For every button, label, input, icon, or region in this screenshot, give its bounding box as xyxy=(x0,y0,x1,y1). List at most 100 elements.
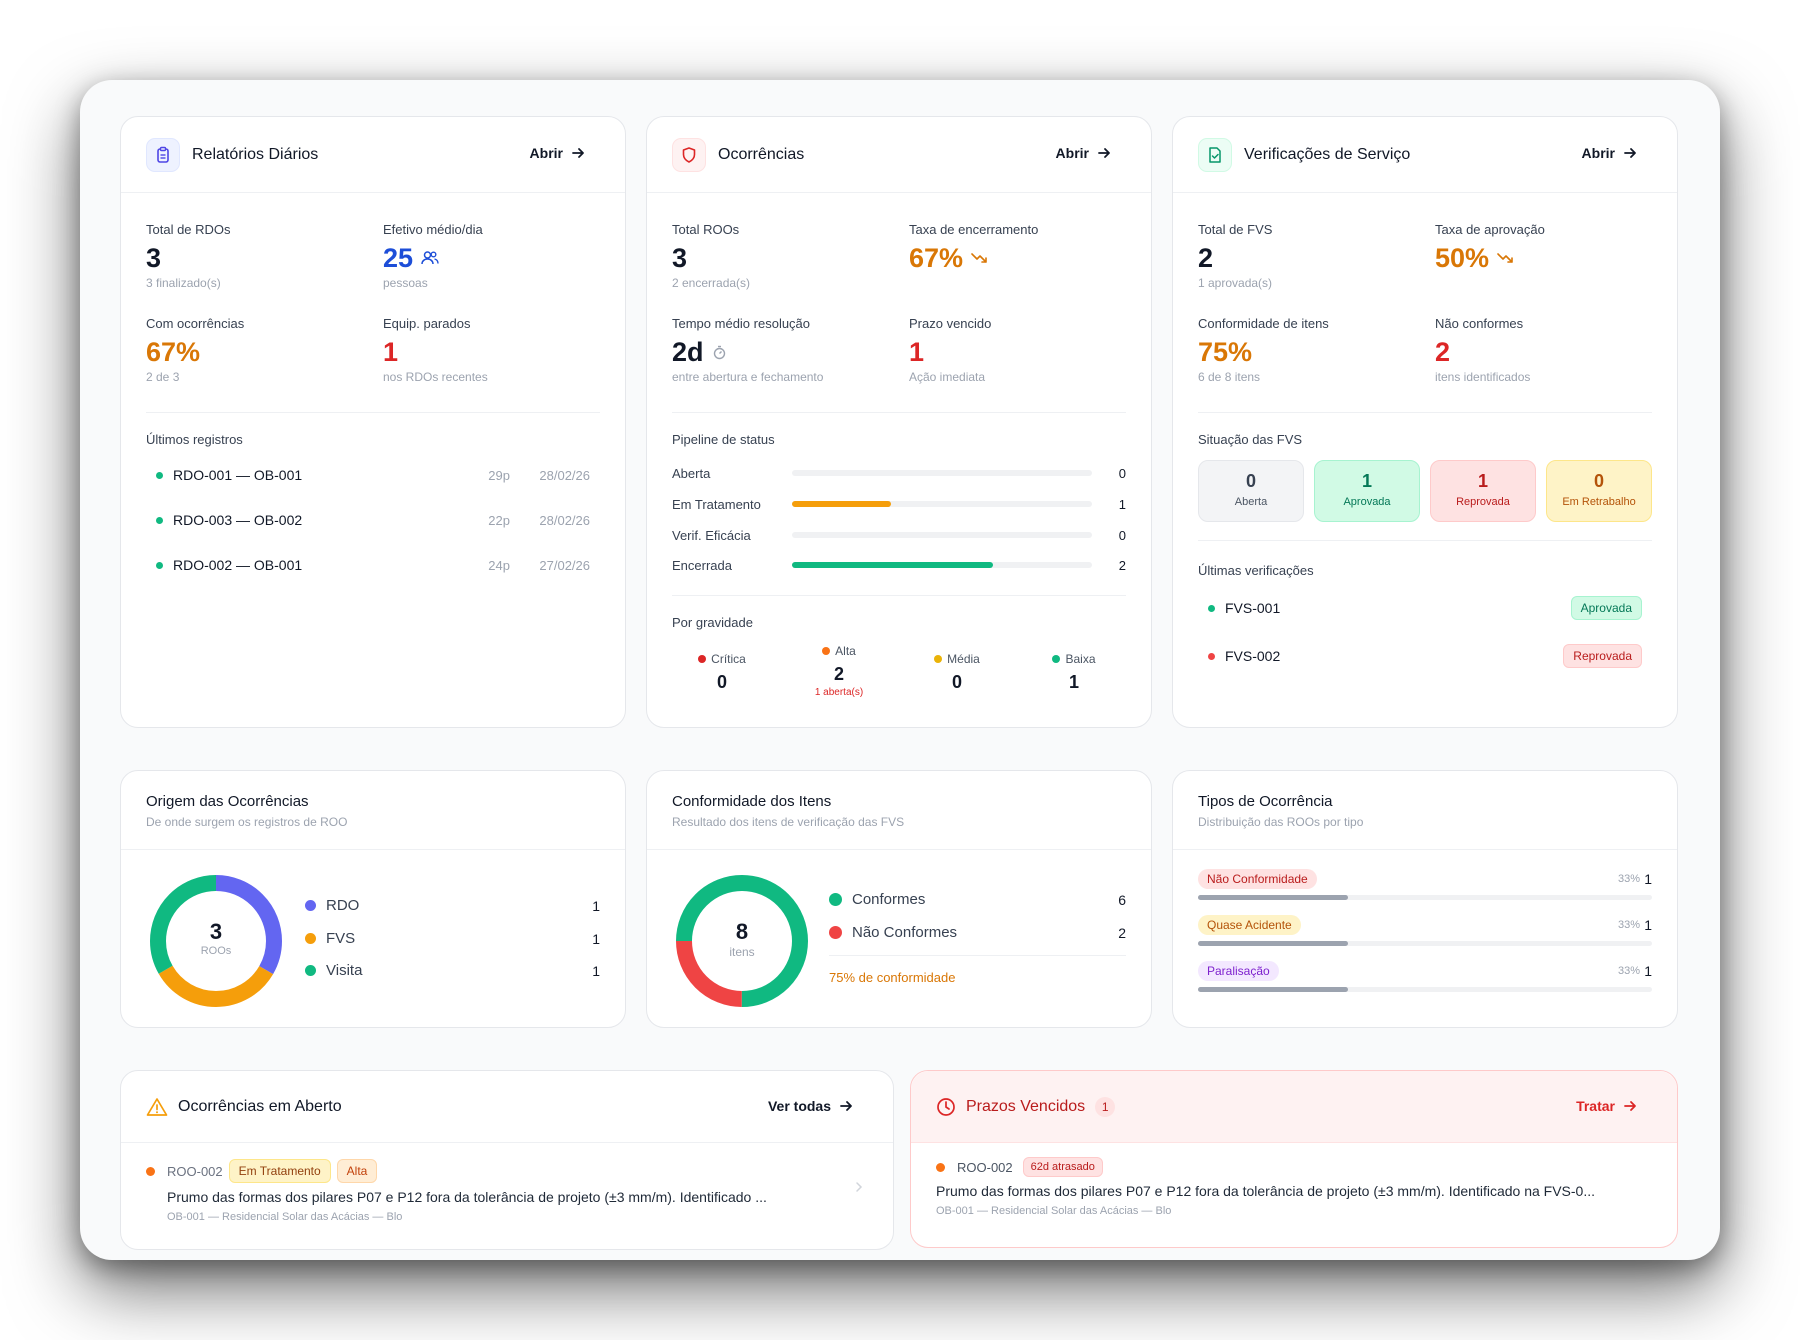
vencidos-item[interactable]: ROO-002 62d atrasado Prumo das formas do… xyxy=(936,1157,1652,1237)
roo-open-link[interactable]: Abrir xyxy=(1056,145,1111,161)
pipeline-row: Em Tratamento 1 xyxy=(672,494,1126,514)
legend-dot xyxy=(305,900,316,911)
origem-donut: 3 ROOs xyxy=(146,871,286,1011)
rdo-recent-item[interactable]: RDO-003 — OB-002 22p 28/02/26 xyxy=(156,512,590,528)
status-dot xyxy=(146,1166,155,1176)
fvs-recent-item[interactable]: FVS-001 Aprovada xyxy=(1208,596,1642,620)
rdo-efetivo-sub: pessoas xyxy=(383,276,428,290)
roo-prazo-label: Prazo vencido xyxy=(909,316,992,331)
status-dot xyxy=(1208,604,1215,612)
tipo-tag: Quase Acidente xyxy=(1198,915,1301,935)
rdo-open-link[interactable]: Abrir xyxy=(530,145,585,161)
fvs-status-aprovada[interactable]: 1 Aprovada xyxy=(1314,460,1420,522)
origem-donut-center: 3 ROOs xyxy=(146,919,286,957)
pipeline-count: 2 xyxy=(1118,557,1126,573)
arrow-right-icon xyxy=(840,1101,852,1111)
timer-icon xyxy=(713,345,725,359)
origem-legend-row: Visita 1 xyxy=(305,962,600,979)
vencidos-tratar-link[interactable]: Tratar xyxy=(1576,1098,1637,1114)
pipeline-row: Encerrada 2 xyxy=(672,555,1126,575)
fvs-status-count: 1 xyxy=(1477,471,1488,491)
roo-total-sub: 2 encerrada(s) xyxy=(672,276,751,290)
pipeline-label: Verif. Eficácia xyxy=(672,527,751,543)
tipos-card: Tipos de Ocorrência Distribuição das ROO… xyxy=(1172,770,1678,1028)
fvs-status-reprovada[interactable]: 1 Reprovada xyxy=(1430,460,1536,522)
origem-center-value: 3 xyxy=(209,919,223,944)
fvs-conf-number: 75% xyxy=(1198,337,1253,367)
users-icon xyxy=(421,251,439,265)
severity-label-row: Baixa xyxy=(1024,652,1124,666)
rdo-recent-name: RDO-002 — OB-001 xyxy=(173,557,303,573)
origem-legend-count: 1 xyxy=(592,897,600,914)
origem-donut-slice-2 xyxy=(150,875,282,1007)
origem-subtitle: De onde surgem os registros de ROO xyxy=(146,815,348,829)
rdo-efetivo-stat: Efetivo médio/dia 25 pessoas xyxy=(383,222,483,290)
rdo-recent-date: 28/02/26 xyxy=(539,512,590,528)
origem-divider xyxy=(121,849,625,850)
abertas-item[interactable]: ROO-002 Em Tratamento Alta Prumo das for… xyxy=(146,1159,868,1239)
severity-label: Média xyxy=(947,652,980,666)
pipeline-track xyxy=(792,562,1092,568)
severity-label: Baixa xyxy=(1065,652,1096,666)
status-dot xyxy=(156,516,163,524)
abertas-ver-todas-link[interactable]: Ver todas xyxy=(768,1098,853,1114)
rdo-recent-item[interactable]: RDO-001 — OB-001 29p 28/02/26 xyxy=(156,467,590,483)
fvs-recent-name: FVS-001 xyxy=(1225,600,1281,616)
conformidade-legend-row: Conformes 6 xyxy=(829,891,1126,908)
fvs-status-count: 1 xyxy=(1361,471,1372,491)
conformidade-card: Conformidade dos Itens Resultado dos ite… xyxy=(646,770,1152,1028)
arrow-right-icon xyxy=(572,148,584,158)
tipo-pct: 33% xyxy=(1617,873,1640,885)
tipo-pct: 33% xyxy=(1617,919,1640,931)
fvs-status-label: Aberta xyxy=(1234,496,1268,508)
severity-critica: Crítica 0 xyxy=(672,652,772,693)
status-tag: Em Tratamento xyxy=(228,1159,331,1183)
clipboard-icon xyxy=(146,137,180,172)
origem-legend-row: FVS 1 xyxy=(305,930,600,947)
fvs-conf-sub: 6 de 8 itens xyxy=(1198,370,1261,384)
tipo-tag: Não Conformidade xyxy=(1198,869,1317,889)
origem-legend-label: FVS xyxy=(326,930,356,947)
origem-title: Origem das Ocorrências xyxy=(146,793,309,810)
fvs-card-title: Verificações de Serviço xyxy=(1244,145,1411,163)
pipeline-fill xyxy=(792,501,891,507)
origem-card: Origem das Ocorrências De onde surgem os… xyxy=(120,770,626,1028)
fvs-open-link[interactable]: Abrir xyxy=(1582,145,1637,161)
trending-down-icon xyxy=(1497,253,1513,263)
rdo-ocorr-stat: Com ocorrências 67% 2 de 3 xyxy=(146,316,244,384)
severity-value: 0 xyxy=(716,672,727,692)
shield-icon xyxy=(672,137,706,172)
fvs-nc-value: 2 xyxy=(1435,337,1530,367)
rdo-recent-name: RDO-001 — OB-001 xyxy=(173,467,303,483)
tipo-row: Quase Acidente 33% 1 xyxy=(1198,915,1652,946)
rdo-recent-item[interactable]: RDO-002 — OB-001 24p 27/02/26 xyxy=(156,557,590,573)
roo-divider xyxy=(672,412,1126,413)
origem-center-label: ROOs xyxy=(200,945,232,957)
roo-card-title: Ocorrências xyxy=(718,145,805,163)
fvs-conf-label: Conformidade de itens xyxy=(1198,316,1329,331)
roo-prazo-sub: Ação imediata xyxy=(909,370,986,384)
tipo-count: 1 xyxy=(1644,963,1652,979)
rdo-recent-people: 29p xyxy=(488,467,510,483)
pipeline-label: Em Tratamento xyxy=(672,496,761,512)
tipos-subtitle: Distribuição das ROOs por tipo xyxy=(1198,815,1364,829)
rdo-total-number: 3 xyxy=(146,243,162,273)
trending-down-icon xyxy=(971,253,987,263)
roo-taxa-stat: Taxa de encerramento 67% xyxy=(909,222,1038,273)
conformidade-legend-label: Não Conformes xyxy=(852,924,958,941)
pipeline-label: Aberta xyxy=(672,465,711,481)
roo-taxa-number: 67% xyxy=(909,243,964,273)
fvs-nc-label: Não conformes xyxy=(1435,316,1524,331)
rdo-equip-sub: nos RDOs recentes xyxy=(383,370,488,384)
origem-legend-count: 1 xyxy=(592,962,600,979)
fvs-status-aberta[interactable]: 0 Aberta xyxy=(1198,460,1304,522)
tipos-divider xyxy=(1173,849,1677,850)
fvs-recent-label: Últimas verificações xyxy=(1198,563,1314,578)
severity-label-row: Alta xyxy=(789,644,889,658)
fvs-recent-item[interactable]: FVS-002 Reprovada xyxy=(1208,644,1642,668)
roo-total-stat: Total ROOs 3 2 encerrada(s) xyxy=(672,222,750,290)
severity-value: 2 xyxy=(833,664,844,684)
fvs-status-retrabalho[interactable]: 0 Em Retrabalho xyxy=(1546,460,1652,522)
severity-sub: 1 aberta(s) xyxy=(814,687,864,698)
severity-label-row: Crítica xyxy=(672,652,772,666)
